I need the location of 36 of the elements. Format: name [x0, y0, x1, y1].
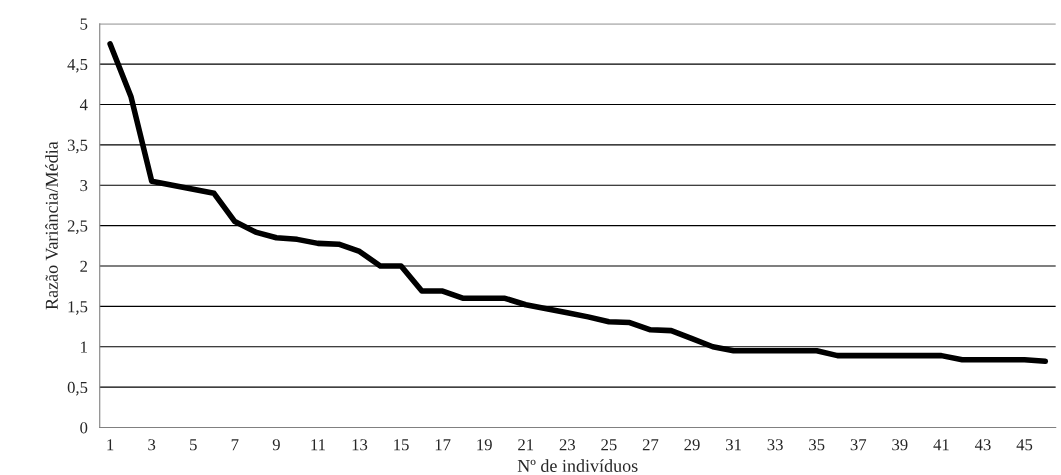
x-tick-label: 43: [974, 439, 991, 451]
y-tick-label: 2,5: [67, 220, 88, 234]
x-tick-label: 11: [311, 439, 325, 451]
x-tick-label: 41: [933, 439, 949, 451]
y-tick-label: 5: [80, 18, 88, 30]
y-tick-label: 3: [80, 180, 88, 192]
x-tick-label: 7: [231, 439, 239, 451]
x-tick-label: 3: [148, 439, 156, 451]
x-tick-label: 37: [850, 439, 867, 451]
x-tick-label: 27: [642, 439, 659, 451]
y-tick-label: 0,5: [67, 381, 88, 396]
y-tick-label: 2: [80, 260, 88, 272]
x-tick-label: 21: [518, 439, 534, 451]
x-tick-label: 15: [394, 439, 409, 451]
x-tick-label: 45: [1016, 439, 1033, 451]
x-tick-label: 39: [892, 439, 908, 451]
x-tick-label: 13: [352, 439, 368, 451]
y-tick-label: 3,5: [67, 139, 88, 154]
y-axis-title: Razão Variância/Média: [45, 141, 58, 310]
x-tick-label: 31: [726, 439, 741, 451]
x-tick-label: 33: [767, 439, 783, 451]
x-tick-label: 1: [107, 439, 114, 451]
y-tick-label: 1: [81, 341, 87, 353]
y-tick-label: 4,5: [67, 58, 88, 73]
x-axis-title: Nº de indivíduos: [517, 459, 638, 472]
x-tick-label: 19: [477, 439, 492, 451]
x-tick-label: 5: [190, 439, 197, 451]
y-tick-label: 1,5: [68, 301, 88, 315]
x-tick-label: 35: [809, 439, 825, 451]
y-tick-label: 4: [79, 99, 88, 111]
x-tick-label: 25: [601, 439, 617, 451]
x-tick-label: 9: [272, 439, 280, 451]
x-tick-label: 17: [435, 439, 451, 451]
y-tick-label: 0: [80, 422, 88, 434]
x-tick-label: 29: [684, 439, 700, 451]
x-tick-label: 23: [559, 439, 576, 451]
